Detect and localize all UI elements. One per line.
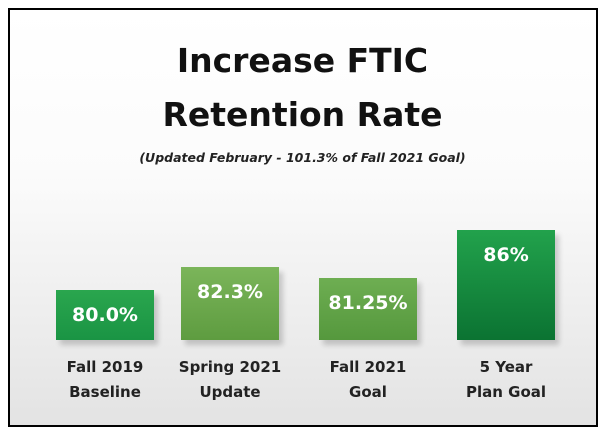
x-tick-label: Fall 2021 Goal: [329, 358, 407, 401]
x-tick-label: Fall 2019 Baseline: [66, 358, 144, 401]
x-tick-label: 5 Year Plan Goal: [465, 358, 547, 401]
chart-title: Increase FTIC Retention Rate: [162, 41, 443, 134]
x-tick-label: Spring 2021 Update: [178, 358, 282, 401]
bar: [319, 277, 417, 340]
value-label: 86%: [483, 244, 529, 266]
chart-subtitle: (Updated February - 101.3% of Fall 2021 …: [139, 150, 466, 165]
value-label: 82.3%: [197, 281, 263, 303]
value-label: 80.0%: [72, 304, 138, 326]
chart-frame: [8, 8, 598, 427]
bar: [181, 267, 279, 340]
bar: [457, 230, 555, 340]
bar: [56, 290, 154, 340]
value-label: 81.25%: [328, 291, 408, 314]
